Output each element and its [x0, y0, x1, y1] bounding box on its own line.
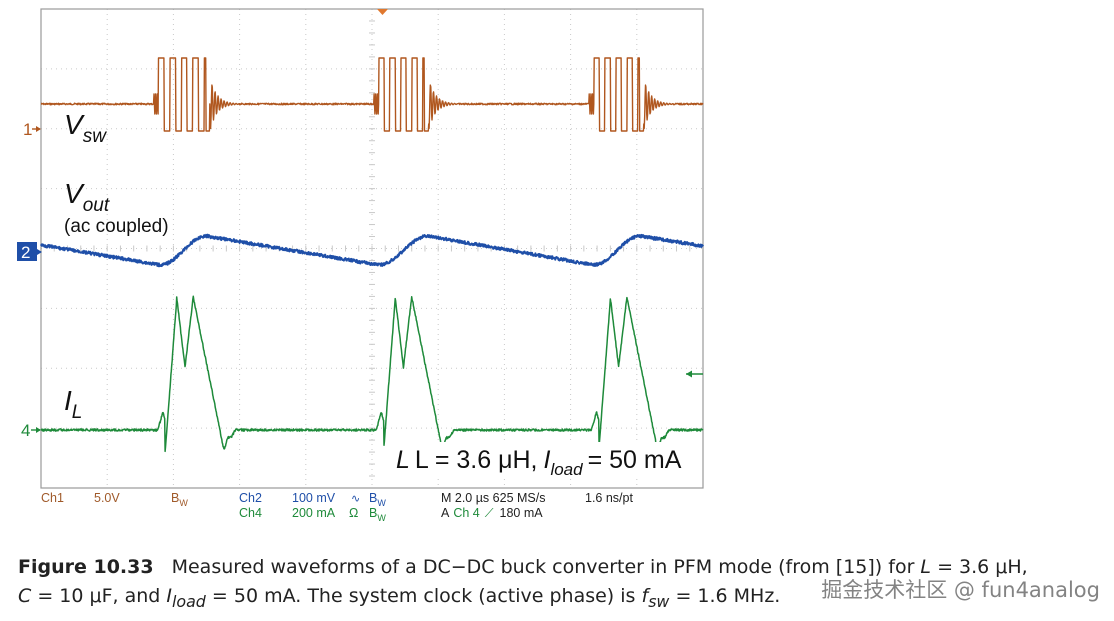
- ch1-bandwidth: BW: [171, 491, 188, 508]
- ohm-icon: Ω: [349, 506, 358, 520]
- inductance-value: L = 3.6 μH,: [415, 446, 538, 474]
- ac-coupling-icon: ∿: [351, 493, 360, 505]
- plot-frame: [40, 8, 704, 489]
- caption-text-1: Measured waveforms of a DC−DC buck conve…: [171, 556, 915, 578]
- ch1-ground-marker: 1: [23, 120, 41, 139]
- ch2-name: Ch2: [239, 491, 262, 505]
- trigger-position-icon: [377, 9, 388, 15]
- trigger-readout: A Ch 4 ⟋ 180 mA: [441, 506, 543, 520]
- annotation-background: [392, 442, 698, 476]
- watermark-text: 掘金技术社区 @ fun4analog: [821, 578, 1100, 602]
- graticule-grid: [40, 8, 704, 489]
- vout-label: Vout: [64, 178, 110, 216]
- ch2-ground-marker: 2: [17, 242, 42, 262]
- figure-number: Figure 10.33: [18, 556, 154, 578]
- ch2-bandwidth: BW: [369, 491, 386, 508]
- scope-status-bar: Ch1 5.0V BW Ch2 100 mV ∿ BW Ch4 200 mA Ω…: [41, 491, 633, 523]
- vsw-label: Vsw: [64, 109, 107, 147]
- ch4-ground-marker: 4: [21, 421, 41, 440]
- il-waveform: [40, 295, 704, 453]
- figure-caption: Figure 10.33 Measured waveforms of a DC−D…: [18, 556, 1028, 611]
- ch4-bandwidth: BW: [369, 506, 386, 523]
- vout-coupling-note: (ac coupled): [64, 216, 169, 237]
- ch4-scale: 200 mA: [292, 506, 336, 520]
- trigger-slope-icon: ⟋: [485, 506, 495, 520]
- vsw-waveform: [40, 57, 704, 132]
- svg-text:4: 4: [21, 421, 30, 440]
- ch2-scale: 100 mV: [292, 491, 336, 505]
- vout-waveform: [40, 233, 704, 268]
- resolution-readout: 1.6 ns/pt: [585, 491, 633, 505]
- il-label: IL: [64, 385, 82, 423]
- svg-text:1: 1: [23, 120, 32, 139]
- timebase-readout: M 2.0 µs 625 MS/s: [441, 491, 545, 505]
- trigger-level-icon: [686, 370, 703, 378]
- ch4-name: Ch4: [239, 506, 262, 520]
- ch1-name: Ch1: [41, 491, 64, 505]
- ch1-scale: 5.0V: [94, 491, 120, 505]
- svg-text:2: 2: [21, 243, 30, 262]
